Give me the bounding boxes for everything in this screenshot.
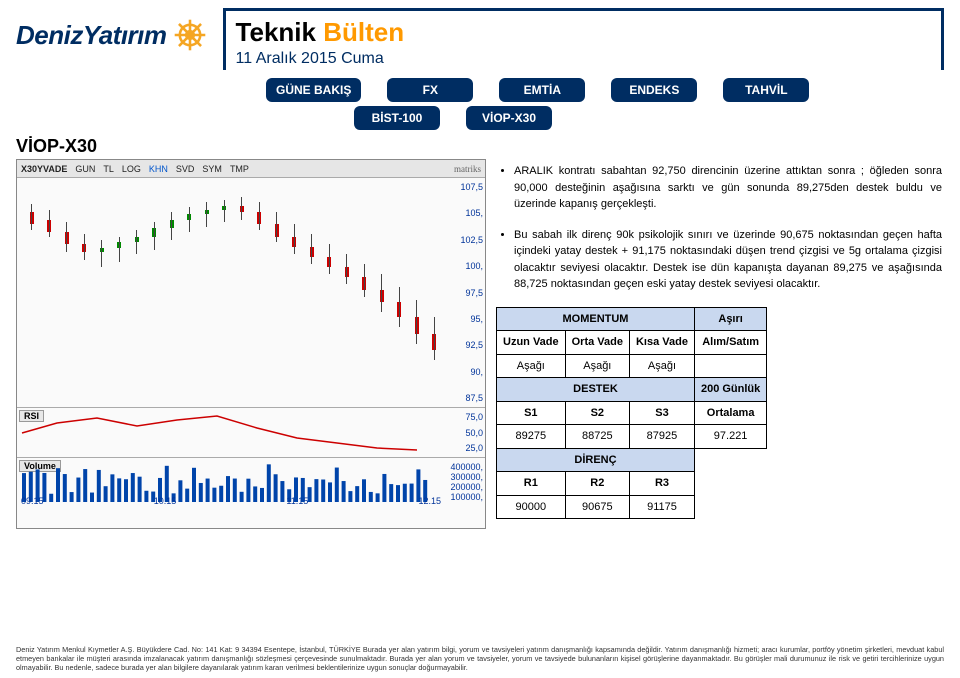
logo-text: DenizYatırım	[16, 20, 167, 51]
ytick: 102,5	[443, 235, 483, 245]
title-part1: Teknik	[236, 17, 316, 47]
price-chart: X30YVADE GUN TL LOG KHN SVD SYM TMP matr…	[16, 159, 486, 529]
text-column: ARALIK kontratı sabahtan 92,750 direncin…	[494, 159, 944, 529]
xtick: 12.15	[418, 496, 441, 508]
tb-tl: TL	[103, 164, 114, 174]
ytick: 100,	[443, 261, 483, 271]
rsi-pane: RSI 75,0 50,0 25,0	[17, 408, 485, 458]
ship-wheel-icon	[173, 18, 207, 52]
ytick: 50,0	[443, 428, 483, 438]
ytick: 400000,	[443, 462, 483, 472]
ytick: 92,5	[443, 340, 483, 350]
xtick: 09.15	[21, 496, 44, 508]
vol-yaxis: 400000, 300000, 200000, 100000,	[443, 458, 483, 506]
title-part2: Bülten	[323, 17, 404, 47]
nav-emtia[interactable]: EMTİA	[499, 78, 585, 102]
chart-toolbar: X30YVADE GUN TL LOG KHN SVD SYM TMP matr…	[17, 160, 485, 178]
price-pane: 107,5 105, 102,5 100, 97,5 95, 92,5 90, …	[17, 178, 485, 408]
tb-log: LOG	[122, 164, 141, 174]
nav-viopx30[interactable]: VİOP-X30	[466, 106, 552, 130]
nav-row-2: BİST-100 VİOP-X30	[354, 106, 944, 130]
ytick: 87,5	[443, 393, 483, 403]
ytick: 75,0	[443, 412, 483, 422]
s1v: 89275	[497, 425, 566, 449]
th-s1: S1	[497, 401, 566, 425]
volume-pane: Volume 400000, 300000, 200000, 100000, 0…	[17, 458, 485, 506]
ytick: 107,5	[443, 182, 483, 192]
th-ort: Ortalama	[694, 401, 766, 425]
ytick: 100000,	[443, 492, 483, 502]
tb-gun: GUN	[75, 164, 95, 174]
logo: DenizYatırım	[16, 8, 207, 52]
destek-hdr: DESTEK	[497, 378, 695, 402]
nav-fx[interactable]: FX	[387, 78, 473, 102]
s2v: 88725	[565, 425, 629, 449]
tb-khn: KHN	[149, 164, 168, 174]
bulletin-title: Teknik Bülten	[236, 17, 931, 48]
m-uzun: Aşağı	[497, 354, 566, 378]
momentum-table: MOMENTUM Aşırı Uzun Vade Orta Vade Kısa …	[496, 307, 767, 520]
ytick: 105,	[443, 208, 483, 218]
chart-brand: matriks	[454, 164, 481, 174]
xtick: 11.15	[286, 496, 308, 508]
momentum-table-wrap: MOMENTUM Aşırı Uzun Vade Orta Vade Kısa …	[496, 307, 942, 520]
xtick: 10.15	[154, 496, 177, 508]
header: DenizYatırım Teknik Bülten 11 Aralık 201…	[16, 8, 944, 70]
m-kisa: Aşağı	[629, 354, 694, 378]
ytick: 95,	[443, 314, 483, 324]
disclaimer: Deniz Yatırım Menkul Kıymetler A.Ş. Büyü…	[16, 645, 944, 672]
th-alim: Alım/Satım	[694, 331, 766, 355]
gunluk-hdr: 200 Günlük	[694, 378, 766, 402]
tb-tmp: TMP	[230, 164, 249, 174]
nav-gune-bakis[interactable]: GÜNE BAKIŞ	[266, 78, 361, 102]
title-block: Teknik Bülten 11 Aralık 2015 Cuma	[223, 8, 944, 70]
ytick: 300000,	[443, 472, 483, 482]
ortv: 97.221	[694, 425, 766, 449]
bullet-1: ARALIK kontratı sabahtan 92,750 direncin…	[514, 163, 942, 213]
ytick: 200000,	[443, 482, 483, 492]
th-s3: S3	[629, 401, 694, 425]
ytick: 97,5	[443, 288, 483, 298]
momentum-hdr: MOMENTUM	[497, 307, 695, 331]
chart-symbol: X30YVADE	[21, 164, 67, 174]
content: X30YVADE GUN TL LOG KHN SVD SYM TMP matr…	[16, 159, 944, 529]
tb-svd: SVD	[176, 164, 195, 174]
xaxis: 09.15 10.15 11.15 12.15	[21, 496, 441, 508]
bullet-2: Bu sabah ilk direnç 90k psikolojik sınır…	[514, 227, 942, 293]
section-title: VİOP-X30	[16, 136, 944, 157]
th-orta: Orta Vade	[565, 331, 629, 355]
m-as	[694, 354, 766, 378]
th-s2: S2	[565, 401, 629, 425]
tb-sym: SYM	[202, 164, 222, 174]
s3v: 87925	[629, 425, 694, 449]
r2v: 90675	[565, 495, 629, 519]
r1v: 90000	[497, 495, 566, 519]
nav-bist100[interactable]: BİST-100	[354, 106, 440, 130]
nav-tahvil[interactable]: TAHVİL	[723, 78, 809, 102]
r3v: 91175	[629, 495, 694, 519]
th-r2: R2	[565, 472, 629, 496]
rsi-yaxis: 75,0 50,0 25,0	[443, 408, 483, 457]
price-yaxis: 107,5 105, 102,5 100, 97,5 95, 92,5 90, …	[443, 178, 483, 407]
chart-column: X30YVADE GUN TL LOG KHN SVD SYM TMP matr…	[16, 159, 486, 529]
m-orta: Aşağı	[565, 354, 629, 378]
asiri-hdr: Aşırı	[694, 307, 766, 331]
nav-row-1: GÜNE BAKIŞ FX EMTİA ENDEKS TAHVİL	[266, 78, 944, 102]
ytick: 90,	[443, 367, 483, 377]
bulletin-date: 11 Aralık 2015 Cuma	[236, 50, 931, 68]
direnc-hdr: DİRENÇ	[497, 448, 695, 472]
ytick: 25,0	[443, 443, 483, 453]
th-r3: R3	[629, 472, 694, 496]
th-kisa: Kısa Vade	[629, 331, 694, 355]
nav-endeks[interactable]: ENDEKS	[611, 78, 697, 102]
th-r1: R1	[497, 472, 566, 496]
th-uzun: Uzun Vade	[497, 331, 566, 355]
